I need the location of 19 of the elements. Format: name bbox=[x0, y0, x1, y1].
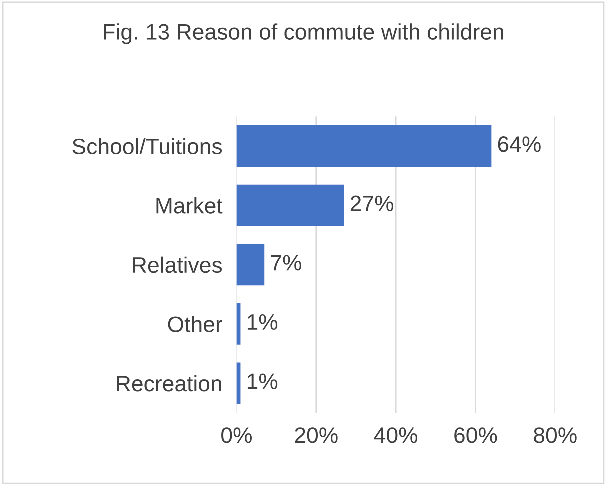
x-tick-label: 80% bbox=[534, 428, 577, 444]
y-tick-label: Other bbox=[168, 316, 222, 332]
y-tick-label: Recreation bbox=[117, 375, 222, 392]
x-tick-label: 20% bbox=[295, 428, 338, 444]
x-tick-label: 60% bbox=[454, 428, 498, 444]
x-tick-label: 40% bbox=[374, 428, 418, 444]
bar bbox=[236, 184, 344, 226]
x-tick-label: 0% bbox=[222, 428, 252, 444]
data-label: 64% bbox=[498, 136, 541, 152]
data-label: 1% bbox=[248, 314, 278, 330]
y-tick-label: Market bbox=[156, 198, 223, 214]
bar bbox=[236, 126, 492, 168]
data-label: 1% bbox=[248, 374, 278, 390]
chart-title: Fig. 13 Reason of commute with children bbox=[104, 24, 504, 44]
bar bbox=[236, 244, 265, 286]
data-label: 7% bbox=[271, 255, 302, 271]
y-tick-label: School/Tuitions bbox=[72, 138, 222, 155]
y-tick-label: Relatives bbox=[133, 256, 222, 274]
data-label: 27% bbox=[350, 196, 394, 212]
